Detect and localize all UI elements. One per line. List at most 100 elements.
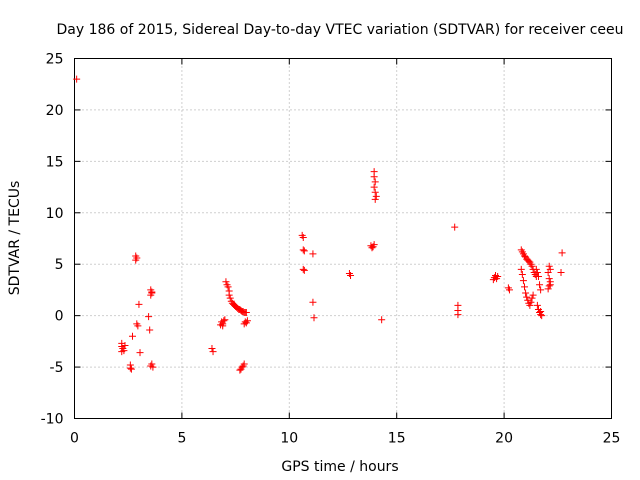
data-point — [134, 322, 142, 330]
data-point — [557, 268, 565, 276]
data-point — [243, 317, 251, 325]
data-point — [371, 178, 379, 186]
data-point — [300, 247, 308, 255]
data-point — [147, 286, 155, 294]
data-point — [347, 272, 355, 280]
data-point — [127, 365, 135, 373]
data-point — [221, 316, 229, 324]
data-point — [118, 348, 126, 356]
data-point — [135, 300, 143, 308]
data-point — [128, 332, 136, 340]
data-point — [309, 298, 317, 306]
x-tick-label: 25 — [603, 431, 621, 447]
data-point — [519, 277, 527, 285]
y-tick-label: 25 — [46, 52, 64, 68]
data-point — [224, 283, 232, 291]
data-point — [370, 173, 378, 181]
data-point — [537, 286, 545, 294]
data-point — [310, 314, 318, 322]
data-point — [545, 275, 553, 283]
data-point — [532, 265, 540, 273]
data-point — [529, 291, 537, 299]
data-point — [545, 282, 553, 290]
x-tick-label: 20 — [495, 431, 513, 447]
data-point — [544, 285, 552, 293]
data-point — [534, 273, 542, 281]
y-tick-label: 20 — [46, 103, 64, 119]
data-point — [300, 266, 308, 274]
data-point — [521, 283, 529, 291]
data-point — [299, 265, 307, 273]
data-point — [242, 309, 250, 317]
chart-title: Day 186 of 2015, Sidereal Day-to-day VTE… — [56, 22, 623, 38]
y-tick-labels: -10 -5 0 5 10 15 20 25 — [41, 52, 64, 428]
axis-ticks — [74, 58, 612, 419]
data-point — [558, 249, 566, 257]
x-tick-labels: 0 5 10 15 20 25 — [70, 431, 620, 447]
data-point — [454, 311, 462, 319]
y-tick-label: -10 — [41, 412, 64, 428]
data-point — [371, 188, 379, 196]
x-tick-label: 15 — [388, 431, 406, 447]
data-point — [208, 345, 216, 353]
data-point — [299, 233, 307, 241]
y-tick-label: -5 — [50, 360, 64, 376]
data-point — [219, 322, 227, 330]
data-point — [220, 317, 228, 325]
data-point — [73, 75, 81, 83]
data-point — [528, 294, 536, 302]
data-point — [527, 298, 535, 306]
data-point — [523, 293, 531, 301]
data-point — [537, 308, 545, 316]
data-point — [226, 294, 234, 302]
data-point — [378, 316, 386, 324]
y-tick-label: 15 — [46, 154, 64, 170]
data-point — [545, 262, 553, 270]
plot-frame — [74, 58, 612, 419]
data-point — [372, 192, 380, 200]
data-point — [126, 364, 134, 372]
data-point — [544, 268, 552, 276]
data-point — [505, 286, 513, 294]
data-point — [236, 366, 244, 374]
data-points — [73, 75, 566, 374]
x-tick-label: 10 — [280, 431, 298, 447]
data-point — [494, 273, 502, 281]
x-tick-label: 0 — [70, 431, 79, 447]
data-point — [146, 326, 154, 334]
data-point — [133, 254, 141, 262]
data-point — [225, 291, 233, 299]
data-point — [209, 348, 217, 356]
data-point — [240, 360, 248, 368]
data-point — [149, 363, 157, 371]
data-point — [222, 278, 230, 286]
data-point — [533, 301, 541, 309]
y-tick-label: 10 — [46, 206, 64, 222]
x-tick-label: 5 — [177, 431, 186, 447]
y-tick-label: 5 — [55, 257, 64, 273]
data-point — [136, 349, 144, 357]
data-point — [370, 241, 378, 249]
data-point — [299, 246, 307, 254]
data-point — [528, 262, 536, 270]
data-point — [526, 301, 534, 309]
data-point — [517, 265, 525, 273]
y-tick-label: 0 — [55, 309, 64, 325]
data-point — [536, 281, 544, 289]
grid — [74, 58, 612, 419]
data-point — [522, 289, 530, 297]
data-point — [371, 195, 379, 203]
data-point — [370, 183, 378, 191]
data-point — [451, 223, 459, 231]
data-point — [309, 250, 317, 258]
data-point — [533, 268, 541, 276]
data-point — [538, 312, 546, 320]
y-axis-label: SDTVAR / TECUs — [7, 181, 23, 296]
data-point — [518, 271, 526, 278]
x-axis-label: GPS time / hours — [281, 459, 398, 475]
data-point — [546, 281, 554, 289]
data-point — [145, 313, 153, 321]
data-point — [121, 341, 129, 349]
data-point — [148, 289, 156, 297]
